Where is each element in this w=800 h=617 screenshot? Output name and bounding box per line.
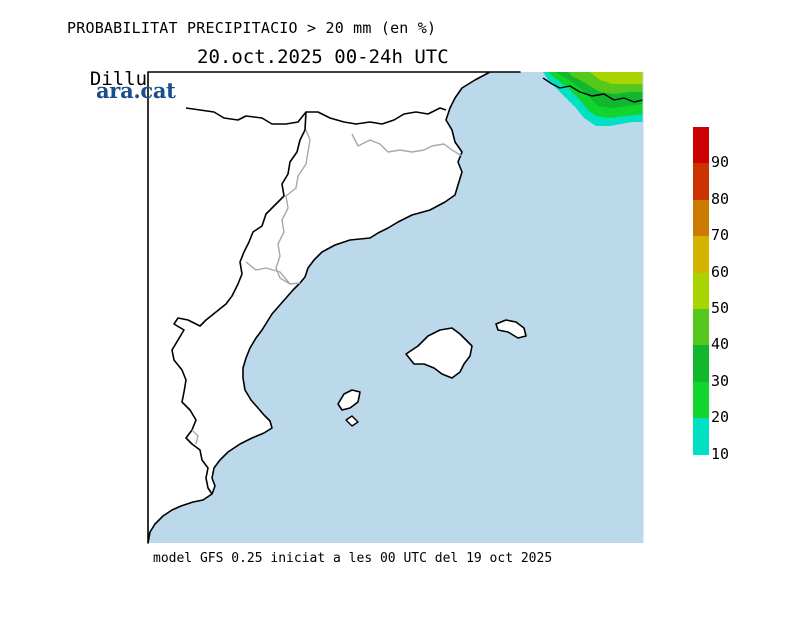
pyrenees-border [185, 107, 447, 125]
legend-label: 50 [711, 299, 730, 317]
legend-swatch [693, 418, 709, 455]
date-range-label: 20.oct.2025 00-24h UTC [197, 46, 449, 68]
legend-label: 10 [711, 444, 730, 463]
french-coast [542, 77, 644, 103]
legend-swatch [693, 199, 709, 237]
legend-label: 40 [711, 335, 730, 354]
legend-label: 30 [711, 371, 730, 390]
internal-border-4 [191, 429, 199, 445]
mainland [147, 71, 521, 544]
legend-swatch [693, 163, 709, 200]
legend-swatch [693, 127, 709, 164]
map-title: PROBABILITAT PRECIPITACIO > 20 mm (en %) [67, 19, 437, 37]
legend-label: 60 [711, 262, 730, 281]
legend-swatch [693, 381, 709, 419]
menorca-island [495, 319, 527, 339]
legend-label: 70 [711, 226, 730, 245]
legend-label: 20 [711, 408, 730, 427]
ibiza-island [337, 389, 361, 411]
legend-colorbar [693, 127, 709, 455]
western-border [171, 111, 307, 495]
legend-swatch [693, 236, 709, 273]
model-footer: model GFS 0.25 iniciat a les 00 UTC del … [153, 551, 553, 566]
legend-swatch [693, 308, 709, 346]
legend-swatch [693, 345, 709, 382]
internal-border [275, 129, 311, 285]
formentera-island [345, 415, 359, 427]
legend-swatch [693, 272, 709, 309]
precip-area-50 [590, 72, 643, 84]
mallorca-island [405, 327, 473, 379]
legend-label: 90 [711, 153, 730, 172]
ara-cat-logo: ara.cat [96, 78, 176, 103]
internal-border-3 [245, 261, 291, 285]
legend-label: 80 [711, 189, 730, 208]
internal-border-2 [351, 133, 463, 157]
